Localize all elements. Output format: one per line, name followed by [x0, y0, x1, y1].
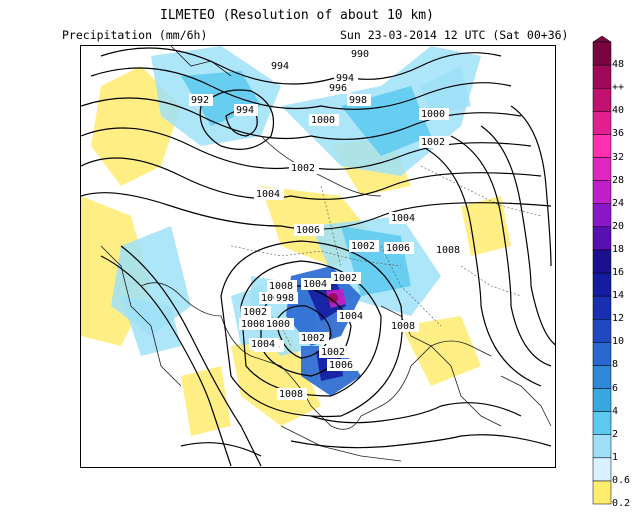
- precipitation-legend: 0.2 0.6 1 2 4 6 8 10 12 14 16 18 20 24 28 32 36 40 ++ 48: [592, 35, 641, 516]
- isobar-label: 1008: [279, 389, 303, 400]
- isobar-label: 1000: [241, 319, 265, 330]
- legend-label: 2: [612, 428, 619, 440]
- isobar-label: 996: [329, 83, 347, 94]
- legend-label: 14: [612, 290, 625, 302]
- legend-label: 0.2: [612, 498, 631, 509]
- isobar-label: 1008: [391, 321, 415, 332]
- legend-label: 18: [612, 243, 625, 255]
- valid-time-label: Sun 23-03-2014 12 UTC (Sat 00+36): [340, 28, 569, 42]
- isobar-label: 990: [351, 49, 369, 60]
- isobar-label: 1006: [329, 360, 353, 371]
- isobar-label: 994: [336, 73, 354, 84]
- legend-label: 6: [612, 382, 619, 394]
- isobar-label: 1000: [266, 319, 290, 330]
- isobar-label: 998: [349, 95, 367, 106]
- legend-swatch: [592, 480, 612, 505]
- isobar-label: 1008: [269, 281, 293, 292]
- isobar-label: 1002: [421, 137, 445, 148]
- isobar-label: 1008: [436, 245, 460, 256]
- isobar-label: 1004: [251, 339, 275, 350]
- legend-swatch: [592, 249, 612, 274]
- isobar-label: 1006: [386, 243, 410, 254]
- legend-swatch: [592, 272, 612, 297]
- isobar-label: 1002: [291, 163, 315, 174]
- isobar-label: 1004: [256, 189, 280, 200]
- isobar-labels: 990 992 994 994 994 996 998 1000 1000 10…: [189, 48, 464, 400]
- isobar-label: 998: [276, 293, 294, 304]
- map-canvas: 990 992 994 994 994 996 998 1000 1000 10…: [81, 46, 555, 467]
- legend-label: 48: [612, 59, 625, 71]
- isobar-lines: [81, 47, 555, 467]
- isobar-label: 1004: [303, 279, 327, 290]
- legend-swatch: [592, 134, 612, 158]
- legend-label: 0.6: [612, 474, 631, 486]
- legend-swatch: [592, 87, 612, 112]
- map-title: ILMETEO (Resolution of about 10 km): [160, 8, 434, 23]
- legend-swatch: [592, 157, 612, 181]
- legend-label: 4: [612, 405, 619, 417]
- isobar-label: 1000: [421, 109, 445, 120]
- legend-swatch: [592, 365, 612, 389]
- isobar-label: 1002: [243, 307, 267, 318]
- legend-swatch: [592, 342, 612, 366]
- legend-swatch: [592, 226, 612, 251]
- legend-label: 16: [612, 267, 625, 278]
- legend-label: 1: [612, 451, 619, 463]
- legend-label: 32: [612, 151, 625, 163]
- legend-label: 24: [612, 197, 625, 209]
- legend-arrow: [592, 35, 612, 43]
- isobar-label: 1002: [351, 241, 375, 252]
- isobar-label: 1002: [301, 333, 325, 344]
- legend-swatch: [592, 41, 612, 66]
- legend-swatch: [592, 388, 612, 412]
- legend-label: 40: [612, 105, 625, 117]
- legend-label: 8: [612, 359, 619, 371]
- isobar-label: 1002: [333, 273, 357, 284]
- isobar-label: 1004: [339, 311, 363, 322]
- legend-swatch: [592, 411, 612, 435]
- isobar-label: 992: [191, 95, 209, 106]
- legend-label: 28: [612, 174, 625, 186]
- legend-swatch: [592, 295, 612, 320]
- legend-swatch: [592, 64, 612, 89]
- legend-swatch: [592, 318, 612, 343]
- isobar-label: 1006: [296, 225, 320, 236]
- legend-label: ++: [612, 82, 625, 94]
- legend-swatch: [592, 180, 612, 204]
- isobar-label: 1000: [311, 115, 335, 126]
- variable-label: Precipitation (mm/6h): [62, 28, 208, 42]
- legend-swatch: [592, 111, 612, 135]
- legend-label: 36: [612, 128, 625, 140]
- isobar-label: 994: [236, 105, 254, 116]
- legend-swatch: [592, 434, 612, 459]
- isobar-label: 994: [271, 61, 289, 72]
- legend-swatch: [592, 203, 612, 228]
- precipitation-map: 990 992 994 994 994 996 998 1000 1000 10…: [80, 45, 556, 468]
- isobar-label: 1008: [261, 293, 285, 304]
- legend-label: 12: [612, 313, 625, 325]
- isobar-label: 1002: [321, 347, 345, 358]
- legend-label: 10: [612, 336, 625, 348]
- isobar-label: 1004: [391, 213, 415, 224]
- legend-colorbar: [592, 35, 612, 505]
- legend-label: 20: [612, 220, 625, 232]
- legend-swatch: [592, 457, 612, 482]
